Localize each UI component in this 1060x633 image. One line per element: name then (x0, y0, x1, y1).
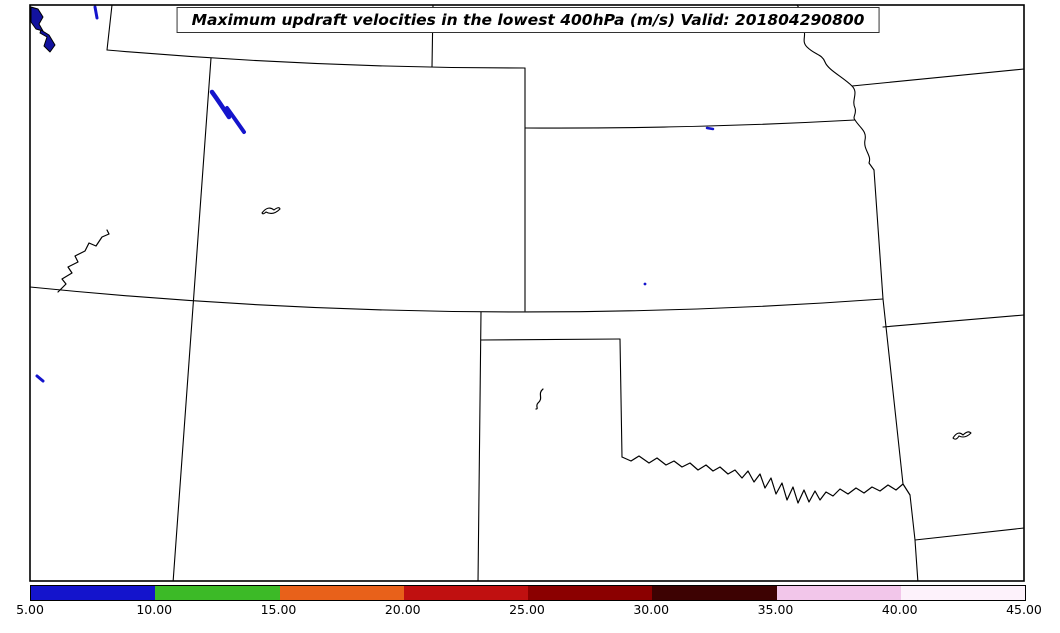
updraft-region-nw-colorado-1 (209, 89, 232, 120)
border-utah-wyoming-meridian (106, 5, 113, 51)
colorbar-segment (155, 586, 280, 600)
colorbar (30, 585, 1026, 601)
plot-title-box: Maximum updraft velocities in the lowest… (176, 7, 880, 33)
colorbar-segment (31, 586, 156, 600)
border-utah-colorado-arizona-newmexico-meridian (172, 57, 212, 581)
red-river (621, 455, 911, 504)
colorbar-tick-label: 15.00 (260, 602, 297, 617)
border-texas-louisiana (914, 539, 919, 581)
colorbar-tick-label: 30.00 (633, 602, 670, 617)
great-salt-lake-north (30, 6, 44, 32)
colorbar-ticks: 5.00 10.00 15.00 20.00 25.00 30.00 35.00 40.00 4… (16, 602, 1042, 624)
border-41n-parallel (106, 49, 526, 69)
lake-powell (57, 229, 110, 293)
missouri-river (796, 5, 875, 171)
small-lake-arkansas (952, 431, 972, 440)
small-lake-ok-panhandle (535, 388, 544, 410)
border-arkansas-louisiana-33n (914, 527, 1024, 541)
updraft-speck-ks-ne-border (705, 126, 715, 131)
colorbar-tick-label: 10.00 (136, 602, 173, 617)
updraft-speck-utah-edge (35, 374, 45, 383)
colorbar-segment (403, 586, 528, 600)
border-37n-parallel (30, 286, 884, 313)
plot-title: Maximum updraft velocities in the lowest… (191, 11, 865, 29)
colorbar-tick-label: 40.00 (881, 602, 918, 617)
colorbar-segment (900, 586, 1025, 600)
map-frame-border (29, 4, 1025, 582)
updraft-region-nw-colorado-2 (225, 106, 246, 134)
border-kansas-nebraska-40n (524, 119, 856, 129)
border-kansas-missouri-oklahoma-east (873, 169, 904, 485)
colorbar-tick-label: 20.00 (384, 602, 421, 617)
small-lake-colorado (261, 207, 281, 215)
colorbar-segment (279, 586, 404, 600)
updraft-speck-central-kansas (643, 282, 647, 286)
border-ok-panhandle-south-36-5n (480, 338, 621, 341)
colorbar-segment (652, 586, 777, 600)
border-newmexico-texas-ok-panhandle-meridian (477, 311, 482, 581)
colorbar-segment (528, 586, 653, 600)
border-texas-arkansas (909, 494, 916, 541)
colorbar-tick-label: 25.00 (509, 602, 545, 617)
border-texas-oklahoma-100w (619, 338, 623, 458)
colorbar-tick-label: 5.00 (16, 602, 44, 617)
colorbar-tick-label: 45.00 (1006, 602, 1042, 617)
colorbar-segment (776, 586, 901, 600)
colorbar-tick-label: 35.00 (757, 602, 794, 617)
border-missouri-arkansas-36-5n (882, 314, 1024, 328)
great-salt-lake-south (39, 29, 56, 53)
border-iowa-missouri (851, 68, 1024, 87)
updraft-speck-near-salt-lake (93, 5, 99, 20)
